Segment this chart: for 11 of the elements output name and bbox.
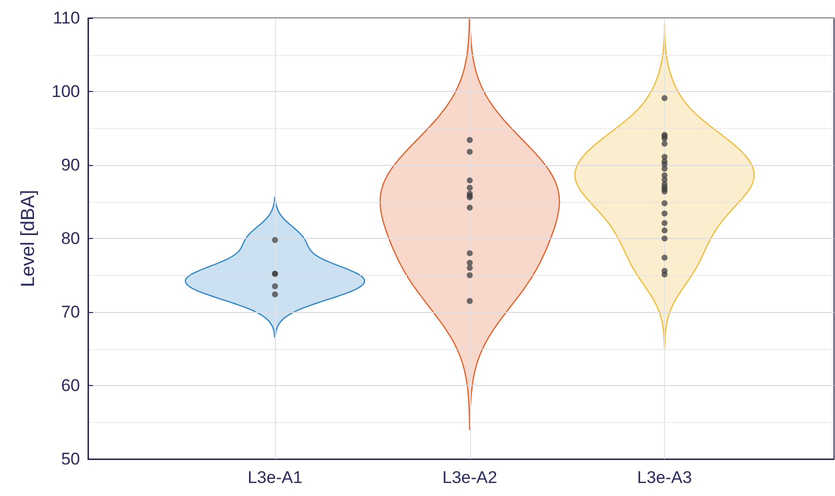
y-tick-label: 80 — [61, 229, 80, 248]
y-tick-label: 90 — [61, 156, 80, 174]
y-tick-label: 100 — [52, 82, 80, 101]
y-tick-label: 70 — [61, 302, 80, 322]
x-tick-label: L3e-A2 — [442, 468, 498, 487]
y-tick-label: 50 — [61, 450, 80, 468]
y-tick-label: 110 — [52, 8, 80, 28]
x-tick-label: L3e-A3 — [637, 468, 692, 487]
y-tick-label: 60 — [61, 376, 80, 395]
x-tick-label: L3e-A1 — [248, 468, 302, 487]
y-axis-title: Level [dBA] — [18, 190, 39, 288]
